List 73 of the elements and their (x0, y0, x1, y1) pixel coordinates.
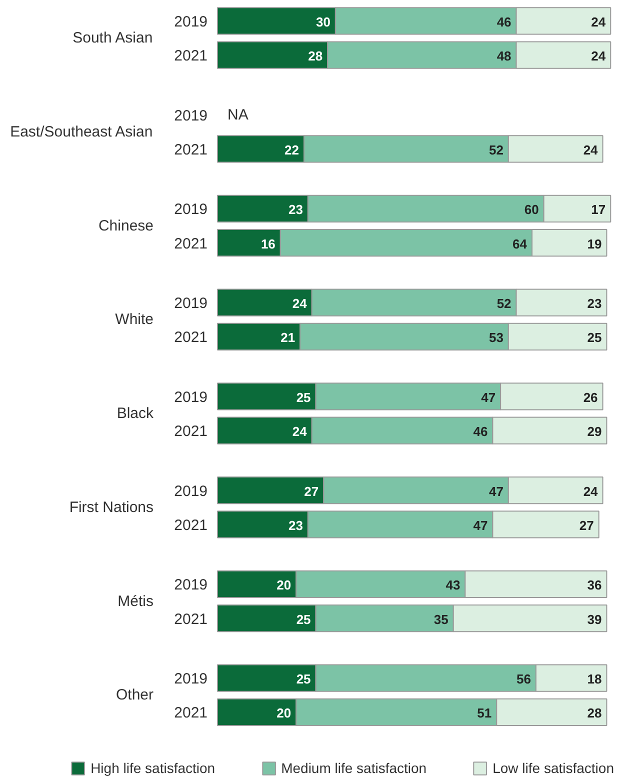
legend-label: High life satisfaction (90, 760, 216, 776)
data-label: 36 (587, 578, 602, 593)
text: Métis (118, 592, 154, 610)
data-label: 47 (481, 390, 496, 405)
data-label: 24 (583, 142, 599, 158)
data-label: 52 (496, 296, 512, 312)
y-tick-label: 2019 (174, 576, 208, 594)
data-label: 46 (496, 14, 512, 30)
y-tick-label: 2021 (174, 704, 208, 722)
data-label: 18 (587, 672, 602, 687)
data-label: 53 (488, 330, 504, 346)
data-label: 25 (587, 330, 602, 346)
text: Chinese (98, 217, 154, 234)
y-tick-label: 2021 (174, 235, 208, 252)
y-tick-label: 2021 (174, 48, 208, 65)
y-tick-label: 2021 (174, 329, 208, 346)
text: Black (116, 405, 154, 422)
y-tick-label: 2019 (174, 482, 208, 500)
data-label: 26 (583, 390, 598, 405)
data-label: 30 (316, 14, 330, 30)
data-label: 56 (516, 672, 531, 687)
data-label: 47 (473, 518, 488, 533)
y-tick-label: 2021 (174, 423, 208, 440)
data-label: 21 (280, 330, 296, 346)
data-label: 20 (276, 706, 292, 721)
data-label: 48 (496, 48, 512, 64)
y-tick-label: 2021 (174, 516, 208, 534)
data-label: 64 (512, 236, 528, 252)
data-label: 51 (477, 706, 492, 721)
text: East/Southeast Asian (10, 123, 153, 140)
data-label: 24 (292, 424, 308, 440)
data-label: 35 (434, 612, 448, 627)
data-label: 23 (288, 518, 303, 533)
data-label: 24 (591, 48, 606, 64)
data-label: 24 (583, 484, 599, 499)
data-label: 24 (591, 14, 606, 30)
y-tick-label: 2021 (174, 610, 208, 628)
data-label: 19 (587, 236, 602, 252)
data-label: 52 (488, 142, 504, 158)
legend-label: Low life satisfaction (492, 760, 614, 776)
text: Other (116, 686, 154, 704)
text: South Asian (72, 30, 153, 47)
y-tick-label: 2019 (174, 670, 208, 688)
text: First Nations (69, 498, 154, 516)
data-label: 28 (587, 706, 602, 721)
data-label: 47 (488, 484, 504, 499)
data-label: 46 (473, 424, 488, 440)
data-label: 22 (284, 142, 299, 158)
data-label: 27 (304, 484, 319, 499)
data-label: 60 (524, 202, 539, 218)
data-label: 43 (446, 578, 460, 593)
data-label: 16 (260, 236, 276, 252)
y-tick-label: 2019 (174, 388, 208, 406)
data-label: 23 (288, 202, 303, 218)
data-label: 25 (296, 612, 311, 627)
text: White (115, 311, 154, 328)
text: NA (228, 106, 248, 124)
data-label: 27 (579, 518, 594, 533)
data-label: 23 (587, 296, 602, 312)
data-label: 28 (308, 48, 323, 64)
data-label: 20 (276, 578, 292, 593)
data-label: 39 (587, 612, 602, 627)
y-tick-label: 2019 (174, 201, 208, 218)
data-label: 25 (296, 672, 311, 687)
data-label: 29 (587, 424, 602, 440)
y-tick-label: 2019 (174, 13, 208, 30)
y-tick-label: 2019 (174, 107, 208, 124)
legend-label: Medium life satisfaction (281, 760, 427, 776)
y-tick-label: 2021 (174, 141, 208, 158)
data-label: 24 (292, 296, 308, 312)
data-label: 25 (296, 390, 311, 405)
y-tick-label: 2019 (174, 295, 208, 312)
data-label: 17 (591, 202, 606, 218)
